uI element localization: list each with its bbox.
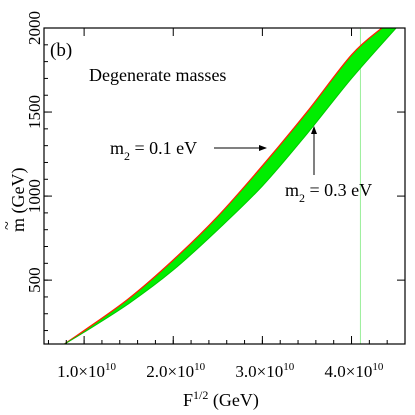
y-tick-label: 500: [25, 267, 44, 293]
y-axis-label: m (GeV): [8, 168, 29, 233]
x-tick-label: 1.0×1010: [57, 361, 116, 381]
x-tick-label: 2.0×1010: [146, 361, 205, 381]
y-tick-label: 2000: [25, 11, 44, 45]
x-tick-label: 3.0×1010: [235, 361, 294, 381]
y-ticks: 500 1000 1500 2000: [25, 11, 405, 332]
annotation-m2-0.1: m2 = 0.1 eV: [110, 138, 197, 163]
y-axis-label-tilde: ~: [0, 221, 16, 230]
annotation-m2-0.3: m2 = 0.3 eV: [285, 180, 372, 205]
panel-label: (b): [50, 40, 72, 61]
x-ticks: 1.0×1010 2.0×1010 3.0×1010 4.0×1010: [47, 28, 388, 381]
y-tick-label: 1500: [25, 95, 44, 129]
x-tick-label: 4.0×1010: [325, 361, 384, 381]
chart-title: Degenerate masses: [89, 65, 226, 85]
series-line-m2-0.1: [64, 28, 383, 344]
band-area: [64, 28, 397, 344]
series-line-m2-0.3: [64, 28, 397, 344]
y-tick-label: 1000: [25, 179, 44, 213]
plot-frame: [43, 27, 406, 345]
x-axis-label: F1/2 (GeV): [183, 388, 259, 411]
